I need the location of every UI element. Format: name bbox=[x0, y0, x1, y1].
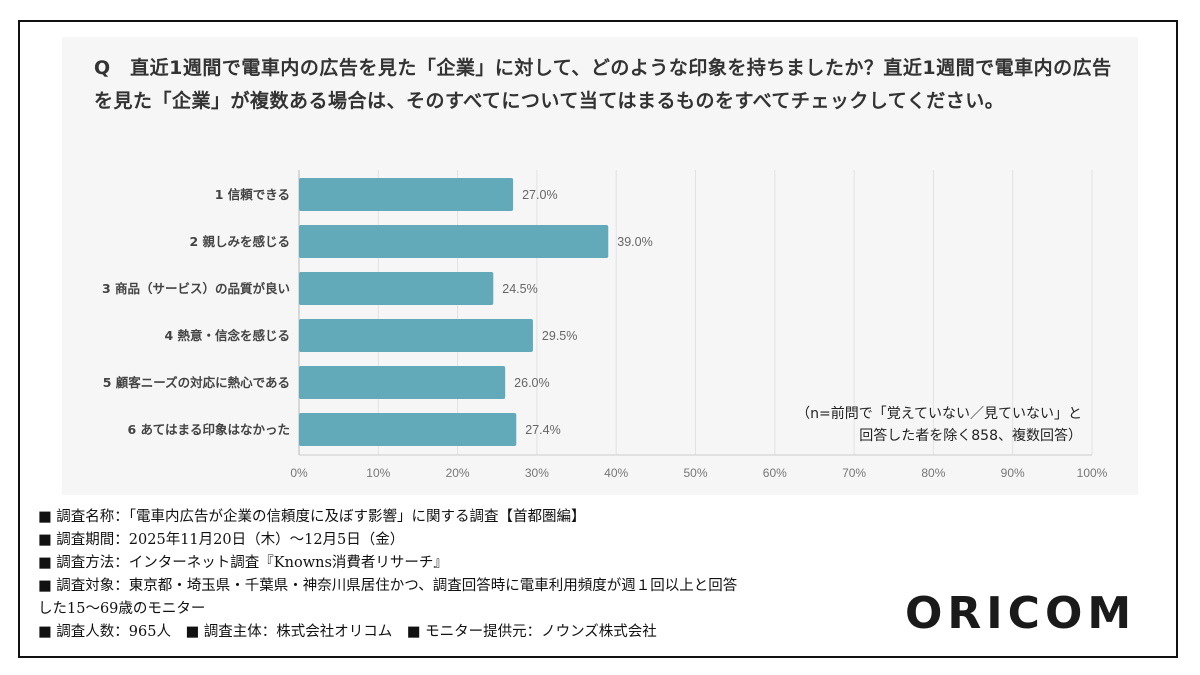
figure-frame bbox=[18, 20, 1178, 658]
sample-note-line: （n=前問で「覚えていない／見ていない」と bbox=[796, 406, 1082, 422]
survey-method: ■ 調査方法：インターネット調査『Knowns消費者リサーチ』 bbox=[38, 555, 448, 571]
category-label: 4 熱意・信念を感じる bbox=[164, 328, 290, 343]
survey-target: ■ 調査対象：東京都・埼玉県・千葉県・神奈川県居住かつ、調査回答時に電車利用頻度… bbox=[38, 578, 738, 594]
survey-info: ■ 調査名称：「電車内広告が企業の信頼度に及ぼす影響」に関する調査【首都圏編】 … bbox=[38, 506, 737, 644]
x-tick-label: 50% bbox=[683, 466, 707, 480]
bar bbox=[299, 178, 514, 211]
category-label: 1 信頼できる bbox=[215, 187, 290, 202]
category-label: 3 商品（サービス）の品質が良い bbox=[102, 281, 290, 296]
chart-title: Q 直近1週間で電車内の広告を見た「企業」に対して、どのような印象を持ちましたか… bbox=[94, 57, 1112, 112]
data-label: 26.0% bbox=[514, 376, 549, 390]
sample-note: （n=前問で「覚えていない／見ていない」と 回答した者を除く858、複数回答） bbox=[796, 403, 1082, 447]
sample-note-line: 回答した者を除く858、複数回答） bbox=[859, 428, 1082, 444]
survey-count: ■ 調査人数：965人 ■ 調査主体：株式会社オリコム ■ モニター提供元：ノウ… bbox=[38, 624, 657, 640]
x-tick-label: 10% bbox=[366, 466, 390, 480]
x-tick-label: 100% bbox=[1077, 466, 1108, 480]
data-label: 27.0% bbox=[522, 188, 557, 202]
oricom-logo: ORICOM bbox=[905, 588, 1137, 639]
data-label: 29.5% bbox=[542, 329, 577, 343]
category-label: 2 親しみを感じる bbox=[189, 234, 290, 249]
category-label: 5 顧客ニーズの対応に熱心である bbox=[103, 375, 290, 390]
data-label: 24.5% bbox=[502, 282, 537, 296]
category-label: 6 あてはまる印象はなかった bbox=[127, 422, 290, 437]
bar bbox=[299, 272, 494, 305]
x-tick-label: 20% bbox=[446, 466, 470, 480]
chart-panel bbox=[62, 37, 1138, 495]
x-tick-label: 0% bbox=[290, 466, 308, 480]
bar bbox=[299, 366, 506, 399]
bar bbox=[299, 319, 533, 352]
x-tick-label: 30% bbox=[525, 466, 549, 480]
data-label: 39.0% bbox=[617, 235, 652, 249]
x-tick-label: 90% bbox=[1001, 466, 1025, 480]
bar bbox=[299, 413, 517, 446]
x-tick-label: 70% bbox=[842, 466, 866, 480]
x-tick-label: 40% bbox=[604, 466, 628, 480]
survey-period: ■ 調査期間：2025年11月20日（木）～12月5日（金） bbox=[38, 532, 405, 548]
survey-name: ■ 調査名称：「電車内広告が企業の信頼度に及ぼす影響」に関する調査【首都圏編】 bbox=[38, 509, 586, 525]
survey-target-cont: した15～69歳のモニター bbox=[38, 601, 206, 617]
x-tick-label: 60% bbox=[763, 466, 787, 480]
data-label: 27.4% bbox=[525, 423, 560, 437]
bar bbox=[299, 225, 609, 258]
x-tick-label: 80% bbox=[921, 466, 945, 480]
